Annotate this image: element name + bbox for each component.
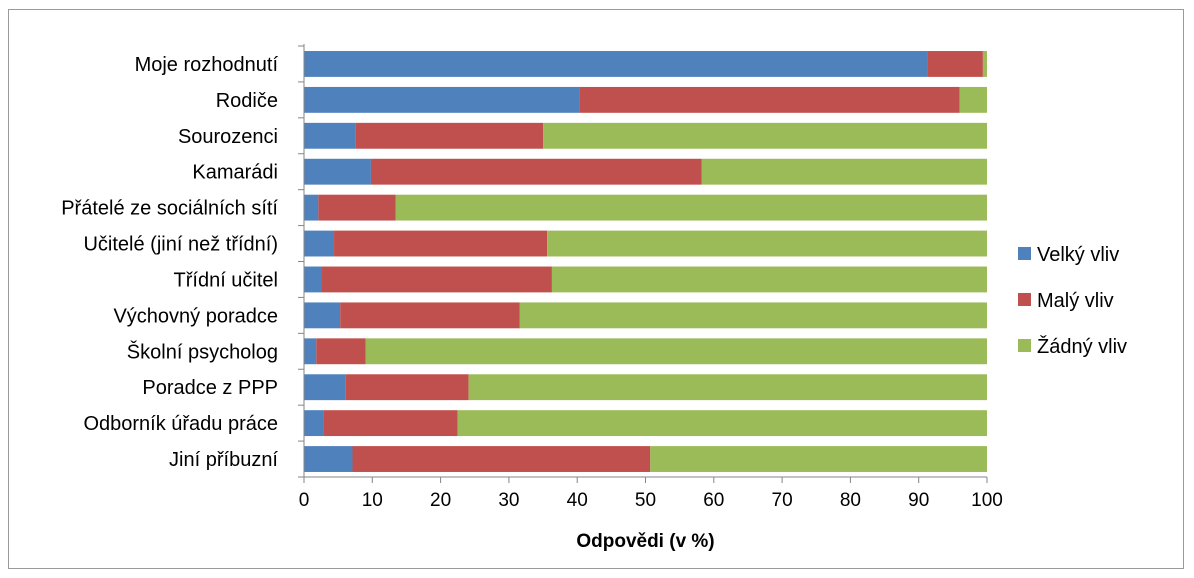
bar-segment-2-row-7 xyxy=(321,266,552,293)
x-tick-label: 50 xyxy=(635,490,656,511)
category-label: Výchovný poradce xyxy=(113,305,278,327)
category-label: Třídní učitel xyxy=(174,269,278,291)
x-tick-label: 100 xyxy=(971,490,1003,511)
x-tick-label: 20 xyxy=(430,490,451,511)
category-labels: Moje rozhodnutí Rodiče Sourozenci Kamarádi P… xyxy=(61,54,278,471)
bar-segment-2-row-10 xyxy=(345,374,469,401)
bar-segment-2-row-3 xyxy=(355,122,544,149)
category-label: Odborník úřadu práce xyxy=(83,413,278,435)
bar-segment-3-row-2 xyxy=(959,86,987,113)
bars-group xyxy=(304,51,988,472)
legend-label: Malý vliv xyxy=(1037,290,1114,312)
category-label: Sourozenci xyxy=(178,126,278,148)
category-label: Kamarádi xyxy=(192,162,278,184)
category-label: Přátelé ze sociálních sítí xyxy=(61,198,278,220)
bar-segment-3-row-12 xyxy=(650,446,987,472)
bar-segment-1-row-12 xyxy=(304,446,353,472)
category-label: Rodiče xyxy=(216,90,278,112)
legend-label: Velký vliv xyxy=(1037,244,1119,266)
bar-segment-2-row-4 xyxy=(370,158,702,185)
x-tick-label: 60 xyxy=(703,490,724,511)
bar-segment-1-row-11 xyxy=(304,410,324,437)
bar-segment-3-row-6 xyxy=(547,230,987,257)
x-tick-label: 30 xyxy=(498,490,519,511)
bar-segment-3-row-1 xyxy=(982,51,987,77)
category-label: Školní psycholog xyxy=(127,340,278,363)
bar-segment-3-row-10 xyxy=(468,374,988,401)
bar-segment-1-row-5 xyxy=(304,194,319,221)
bar-segment-3-row-11 xyxy=(457,410,988,437)
x-tick-label: 70 xyxy=(772,490,793,511)
bar-segment-3-row-8 xyxy=(519,302,987,329)
bar-segment-1-row-8 xyxy=(304,302,341,329)
category-label: Jiní příbuzní xyxy=(169,449,278,471)
bar-segment-3-row-4 xyxy=(701,158,987,185)
bar-segment-2-row-1 xyxy=(927,51,983,77)
x-tick-labels: 0 10 20 30 40 50 60 70 80 90 100 xyxy=(299,490,1003,511)
legend-swatch xyxy=(1018,339,1031,352)
legend-swatch xyxy=(1018,247,1031,260)
x-tick-label: 10 xyxy=(362,490,383,511)
legend-swatch xyxy=(1018,293,1031,306)
bar-segment-1-row-4 xyxy=(304,158,371,185)
x-tick-label: 90 xyxy=(908,490,929,511)
bar-segment-3-row-7 xyxy=(551,266,987,293)
legend-label: Žádný vliv xyxy=(1037,335,1127,358)
bar-segment-3-row-5 xyxy=(395,194,987,221)
bar-segment-2-row-9 xyxy=(316,338,366,365)
bar-segment-2-row-6 xyxy=(334,230,548,257)
bar-segment-2-row-8 xyxy=(340,302,520,329)
bar-segment-1-row-10 xyxy=(304,374,346,401)
bar-segment-3-row-3 xyxy=(543,122,987,149)
bar-segment-1-row-1 xyxy=(304,51,928,77)
bar-segment-3-row-9 xyxy=(365,338,988,365)
category-label: Moje rozhodnutí xyxy=(135,54,279,76)
category-label: Poradce z PPP xyxy=(142,377,278,399)
bar-segment-1-row-6 xyxy=(304,230,335,257)
bar-segment-1-row-9 xyxy=(304,338,317,365)
bar-segment-2-row-11 xyxy=(323,410,458,437)
x-tick-label: 40 xyxy=(567,490,588,511)
bar-segment-1-row-7 xyxy=(304,266,322,293)
bar-segment-2-row-5 xyxy=(318,194,396,221)
x-tick-label: 80 xyxy=(840,490,861,511)
category-label: Učitelé (jiní než třídní) xyxy=(83,234,278,256)
bar-segment-1-row-2 xyxy=(304,86,580,113)
x-tick-label: 0 xyxy=(299,490,310,511)
bar-segment-1-row-3 xyxy=(304,122,356,149)
x-axis-title: Odpovědi (v %) xyxy=(576,531,714,552)
bar-segment-2-row-12 xyxy=(352,446,651,472)
bar-segment-2-row-2 xyxy=(579,86,960,113)
legend: Velký vliv Malý vliv Žádný vliv xyxy=(1018,244,1127,358)
axes-group xyxy=(298,44,988,483)
